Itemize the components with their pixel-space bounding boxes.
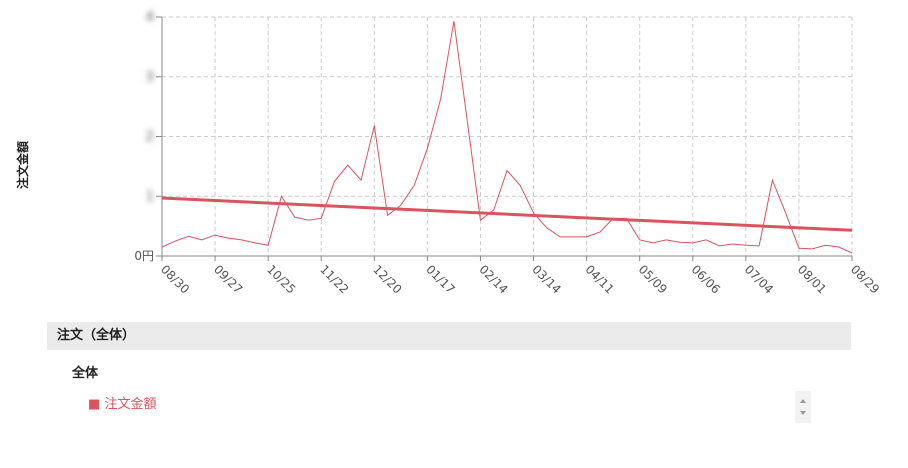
legend-label: 注文金額 xyxy=(104,397,157,412)
x-tick-label: 09/27 xyxy=(211,262,245,296)
chart: 注文金額 0円 1 2 3 4 08/30 09/27 10/25 11/22 12/20 01/1… xyxy=(15,10,882,297)
x-tick-label: 11/22 xyxy=(317,262,351,296)
y-tick-label: 1 xyxy=(146,189,154,204)
y-tick-label: 2 xyxy=(146,130,154,145)
x-tick-label: 02/14 xyxy=(476,262,510,296)
x-tick-label: 07/04 xyxy=(742,262,776,296)
x-tick-label: 08/29 xyxy=(848,262,882,296)
trend-line xyxy=(161,196,853,232)
legend-swatch: ■ xyxy=(88,397,101,412)
section-header: 注文（全体） xyxy=(47,322,851,350)
x-tick-label: 05/09 xyxy=(636,262,670,296)
y-axis-title: 注文金額 xyxy=(15,141,30,189)
y-tick-label: 3 xyxy=(146,70,154,85)
x-tick-label: 04/11 xyxy=(582,262,616,296)
group-title: 全体 xyxy=(72,366,99,381)
x-tick-label: 12/20 xyxy=(370,262,404,296)
legend[interactable]: ■ 注文金額 xyxy=(88,393,156,412)
y-tick-label: 4 xyxy=(146,10,154,25)
x-tick-label: 06/06 xyxy=(689,262,723,296)
series-line xyxy=(161,21,853,254)
y-tick-label: 0円 xyxy=(134,249,154,263)
scroll-icons xyxy=(800,399,806,415)
x-tick-label: 03/14 xyxy=(529,262,563,296)
x-tick-label: 01/17 xyxy=(423,262,457,296)
x-tick-label: 10/25 xyxy=(264,262,298,296)
scroll-arrows[interactable] xyxy=(795,391,811,423)
x-tick-label: 08/30 xyxy=(158,262,192,296)
x-tick-label: 08/01 xyxy=(795,262,829,296)
